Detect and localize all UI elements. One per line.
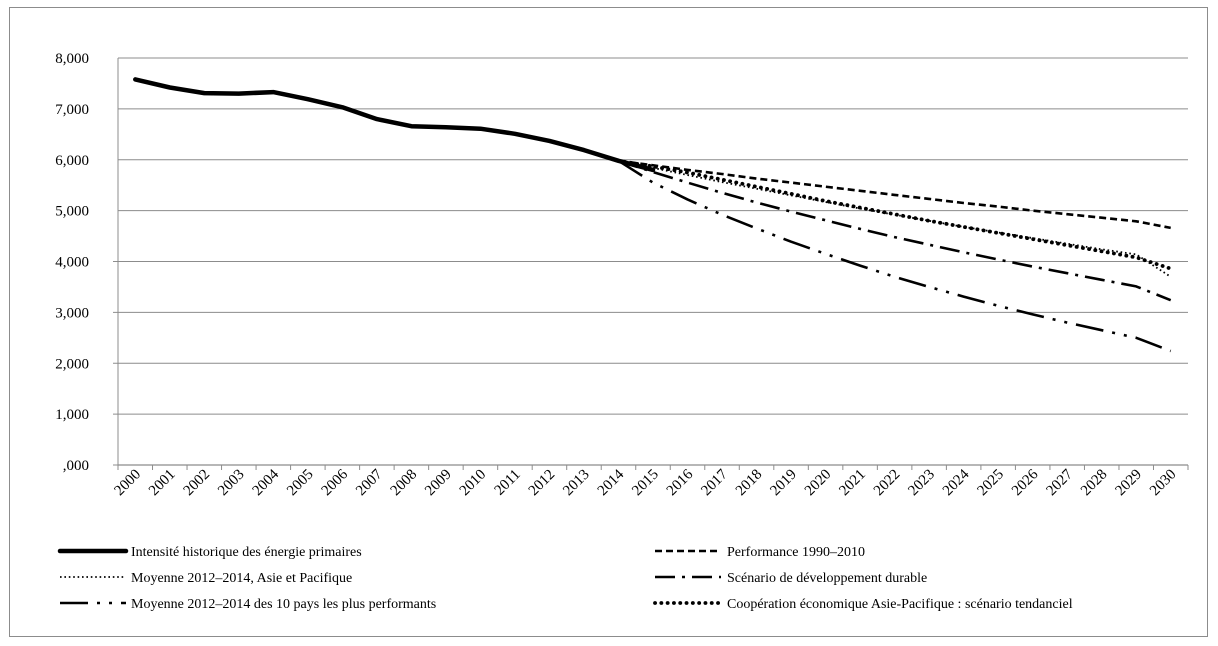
x-tick-label: 2000 — [112, 467, 145, 500]
legend-label: Coopération économique Asie-Pacifique : … — [727, 597, 1073, 612]
x-tick-label: 2004 — [250, 466, 283, 499]
series-line — [616, 158, 1173, 271]
y-tick-label: 5,000 — [55, 204, 89, 220]
x-tick-label: 2026 — [1009, 466, 1042, 499]
y-tick-label: 3,000 — [55, 305, 89, 321]
x-tick-label: 2003 — [215, 467, 248, 500]
gridlines — [118, 57, 1188, 415]
series-line — [617, 159, 1172, 353]
y-tick-label: 1,000 — [55, 407, 89, 423]
x-tick-label: 2006 — [319, 466, 352, 499]
x-tick-label: 2028 — [1078, 467, 1111, 500]
x-tick-label: 2001 — [146, 467, 179, 500]
x-tick-label: 2021 — [836, 467, 869, 500]
x-tick-label: 2008 — [388, 467, 421, 500]
series-line — [618, 159, 1172, 302]
y-tick-label: 4,000 — [55, 255, 89, 271]
series-lines — [133, 77, 1173, 353]
axes — [113, 58, 1189, 470]
x-tick-label: 2005 — [284, 467, 317, 500]
x-tick-label: 2011 — [492, 467, 524, 499]
x-tick-label: 2017 — [698, 466, 731, 499]
x-tick-label: 2013 — [560, 467, 593, 500]
x-tick-label: 2020 — [802, 467, 835, 500]
legend-label: Moyenne 2012–2014, Asie et Pacifique — [131, 571, 352, 586]
series-line — [133, 77, 656, 173]
x-tick-label: 2029 — [1113, 467, 1146, 500]
x-tick-label: 2018 — [733, 467, 766, 500]
y-axis-tick-labels: ,000 1,000 2,000 3,000 4,000 5,000 6,000 7,000 8… — [55, 51, 89, 474]
x-tick-label: 2022 — [871, 467, 904, 500]
x-tick-label: 2030 — [1147, 467, 1180, 500]
series-line — [618, 159, 1172, 278]
y-tick-label: 7,000 — [55, 102, 89, 118]
x-tick-label: 2027 — [1043, 466, 1076, 499]
legend-label: Performance 1990–2010 — [727, 545, 865, 560]
y-tick-label: 8,000 — [55, 51, 89, 67]
series-line — [618, 159, 1171, 230]
x-axis-tick-labels: 2000 2001 2002 2003 2004 2005 2006 2007 2008 2009… — [112, 466, 1180, 499]
x-tick-label: 2015 — [629, 467, 662, 500]
x-tick-label: 2016 — [664, 466, 697, 499]
legend-label: Moyenne 2012–2014 des 10 pays les plus p… — [131, 597, 436, 612]
x-tick-label: 2023 — [905, 467, 938, 500]
legend: Intensité historique des énergie primair… — [57, 545, 1073, 612]
x-tick-label: 2014 — [595, 466, 628, 499]
y-tick-label: 6,000 — [55, 153, 89, 169]
x-tick-label: 2009 — [422, 467, 455, 500]
y-tick-label: ,000 — [63, 458, 89, 474]
legend-label: Scénario de développement durable — [727, 571, 927, 586]
x-tick-label: 2024 — [940, 466, 973, 499]
x-tick-label: 2025 — [974, 467, 1007, 500]
y-tick-label: 2,000 — [55, 356, 89, 372]
x-tick-label: 2007 — [353, 466, 386, 499]
x-tick-label: 2010 — [457, 467, 490, 500]
x-tick-label: 2002 — [181, 467, 214, 500]
x-tick-label: 2012 — [526, 467, 559, 500]
x-tick-label: 2019 — [767, 467, 800, 500]
chart-frame — [9, 7, 1208, 637]
legend-label: Intensité historique des énergie primair… — [131, 545, 362, 560]
